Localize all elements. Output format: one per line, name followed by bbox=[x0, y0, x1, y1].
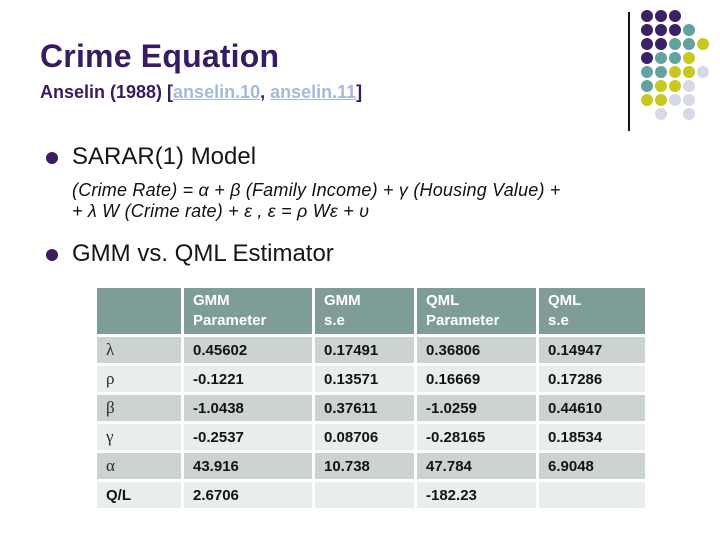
link-anselin-10[interactable]: anselin.10 bbox=[173, 82, 261, 102]
table-row: α 43.916 10.738 47.784 6.9048 bbox=[97, 453, 645, 479]
decor-dot bbox=[655, 10, 667, 22]
cell-value: 43.916 bbox=[184, 453, 312, 479]
decor-dot bbox=[683, 80, 695, 92]
cell-value: -0.2537 bbox=[184, 424, 312, 450]
cell-value: 0.14947 bbox=[539, 337, 645, 363]
decorative-dots bbox=[641, 10, 709, 120]
table-header-cell: GMM Parameter bbox=[184, 288, 312, 334]
decor-dot bbox=[655, 66, 667, 78]
decor-dot bbox=[641, 80, 653, 92]
row-label: α bbox=[97, 453, 181, 479]
cell-value: 0.37611 bbox=[315, 395, 414, 421]
decor-dot bbox=[669, 52, 681, 64]
row-label: λ bbox=[97, 337, 181, 363]
decor-dot bbox=[683, 52, 695, 64]
cell-value: 0.45602 bbox=[184, 337, 312, 363]
decor-dot bbox=[641, 38, 653, 50]
slide-subtitle: Anselin (1988) [anselin.10, anselin.11] bbox=[40, 82, 362, 103]
cell-value bbox=[315, 482, 414, 508]
row-label: β bbox=[97, 395, 181, 421]
cell-value: 0.17491 bbox=[315, 337, 414, 363]
decor-dot bbox=[655, 80, 667, 92]
decor-dot bbox=[655, 24, 667, 36]
cell-value: 0.17286 bbox=[539, 366, 645, 392]
link-anselin-11[interactable]: anselin.11 bbox=[270, 82, 357, 102]
bullet-icon bbox=[46, 249, 58, 261]
decor-vertical-line bbox=[628, 12, 630, 131]
cell-value: -0.1221 bbox=[184, 366, 312, 392]
cell-value: 0.18534 bbox=[539, 424, 645, 450]
decor-dot bbox=[669, 94, 681, 106]
cell-value: 2.6706 bbox=[184, 482, 312, 508]
decor-dot bbox=[655, 108, 667, 120]
bullet-label: SARAR(1) Model bbox=[72, 143, 257, 170]
cell-value: 47.784 bbox=[417, 453, 536, 479]
cell-value: 6.9048 bbox=[539, 453, 645, 479]
decor-dot bbox=[669, 10, 681, 22]
decor-dot bbox=[683, 24, 695, 36]
cell-value: 0.08706 bbox=[315, 424, 414, 450]
table-row: Q/L 2.6706 -182.23 bbox=[97, 482, 645, 508]
crime-equation: (Crime Rate) = α + β (Family Income) + γ… bbox=[72, 180, 632, 222]
decor-dot bbox=[669, 66, 681, 78]
decor-dot bbox=[669, 24, 681, 36]
subtitle-suffix: ] bbox=[356, 82, 363, 102]
estimator-table: GMM Parameter GMM s.e QML Parameter QML s.e λ 0.… bbox=[94, 285, 648, 511]
cell-value: -182.23 bbox=[417, 482, 536, 508]
decor-dot bbox=[683, 108, 695, 120]
cell-value bbox=[539, 482, 645, 508]
decor-dot bbox=[641, 10, 653, 22]
table-row: λ 0.45602 0.17491 0.36806 0.14947 bbox=[97, 337, 645, 363]
table-header-row: GMM Parameter GMM s.e QML Parameter QML s.e bbox=[97, 288, 645, 334]
table-header-empty bbox=[97, 288, 181, 334]
table-header-cell: QML Parameter bbox=[417, 288, 536, 334]
decor-dot bbox=[669, 80, 681, 92]
cell-value: 0.36806 bbox=[417, 337, 536, 363]
cell-value: -1.0438 bbox=[184, 395, 312, 421]
bullet-icon bbox=[46, 152, 58, 164]
table-row: β -1.0438 0.37611 -1.0259 0.44610 bbox=[97, 395, 645, 421]
cell-value: 0.13571 bbox=[315, 366, 414, 392]
bullet-item-gmm-qml: GMM vs. QML Estimator bbox=[46, 240, 334, 268]
row-label: ρ bbox=[97, 366, 181, 392]
table-header-cell: QML s.e bbox=[539, 288, 645, 334]
table-body: λ 0.45602 0.17491 0.36806 0.14947 ρ -0.1221 0.1… bbox=[97, 337, 645, 508]
cell-value: 0.16669 bbox=[417, 366, 536, 392]
decor-dot bbox=[683, 66, 695, 78]
decor-dot bbox=[697, 66, 709, 78]
row-label: γ bbox=[97, 424, 181, 450]
cell-value: -0.28165 bbox=[417, 424, 536, 450]
bullet-item-sarar: SARAR(1) Model bbox=[46, 143, 256, 171]
decor-dot bbox=[655, 52, 667, 64]
decor-dot bbox=[683, 38, 695, 50]
table-row: ρ -0.1221 0.13571 0.16669 0.17286 bbox=[97, 366, 645, 392]
row-label: Q/L bbox=[97, 482, 181, 508]
equation-line-1: (Crime Rate) = α + β (Family Income) + γ… bbox=[72, 180, 561, 200]
decor-dot bbox=[641, 24, 653, 36]
decor-dot bbox=[641, 94, 653, 106]
decor-dot bbox=[683, 94, 695, 106]
table-header-cell: GMM s.e bbox=[315, 288, 414, 334]
subtitle-prefix: Anselin (1988) [ bbox=[40, 82, 174, 102]
decor-dot bbox=[655, 94, 667, 106]
cell-value: 0.44610 bbox=[539, 395, 645, 421]
equation-line-2: + λ W (Crime rate) + ε , ε = ρ Wε + υ bbox=[72, 201, 370, 221]
subtitle-separator: , bbox=[260, 82, 271, 102]
decor-dot bbox=[655, 38, 667, 50]
decor-dot bbox=[641, 66, 653, 78]
bullet-label: GMM vs. QML Estimator bbox=[72, 240, 334, 267]
cell-value: -1.0259 bbox=[417, 395, 536, 421]
cell-value: 10.738 bbox=[315, 453, 414, 479]
decor-dot bbox=[641, 52, 653, 64]
table-row: γ -0.2537 0.08706 -0.28165 0.18534 bbox=[97, 424, 645, 450]
decor-dot bbox=[669, 38, 681, 50]
decor-dot bbox=[697, 38, 709, 50]
slide-title: Crime Equation bbox=[40, 38, 280, 74]
